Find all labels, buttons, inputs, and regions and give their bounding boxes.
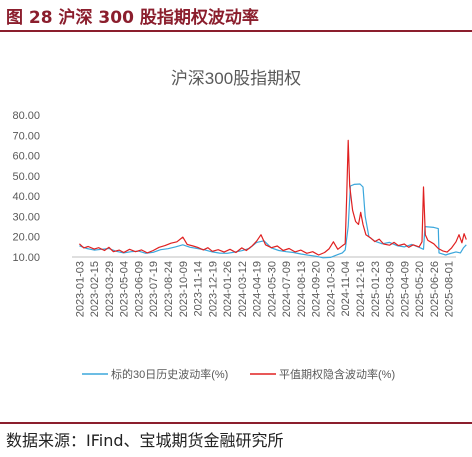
y-tick-label: 70.00 — [12, 130, 40, 142]
x-tick-label: 2025-06-26 — [429, 261, 441, 317]
source-divider — [0, 422, 472, 424]
x-tick-label: 2024-04-19 — [252, 261, 264, 317]
x-tick-label: 2024-05-30 — [266, 261, 278, 317]
x-tick-label: 2023-02-15 — [89, 261, 101, 317]
x-tick-label: 2023-12-19 — [207, 261, 219, 317]
series-line-hv — [79, 183, 467, 259]
legend: 标的30日历史波动率(%) 平值期权隐含波动率(%) — [82, 367, 395, 381]
volatility-chart: 沪深300股指期权 10.00 20.00 30.00 40.00 50.00 60.00… — [12, 69, 467, 381]
figure-title: 图 28 沪深 300 股指期权波动率 — [6, 8, 259, 28]
x-axis-ticks: 2023-01-03 2023-02-15 2023-03-29 2023-05-04… — [74, 261, 455, 317]
x-tick-label: 2023-07-19 — [148, 261, 160, 317]
x-tick-label: 2025-04-09 — [399, 261, 411, 317]
y-tick-label: 60.00 — [12, 151, 40, 163]
x-tick-label: 2025-01-23 — [370, 261, 382, 317]
source-note: 数据来源：IFind、宝城期货金融研究所 — [6, 431, 284, 450]
title-divider — [0, 30, 472, 32]
legend-label-hv: 标的30日历史波动率(%) — [111, 367, 228, 381]
x-tick-label: 2023-05-04 — [119, 261, 131, 317]
x-tick-label: 2023-06-09 — [133, 261, 145, 317]
x-tick-label: 2023-11-14 — [193, 261, 205, 316]
chart-container: 沪深300股指期权 10.00 20.00 30.00 40.00 50.00 60.00… — [4, 44, 468, 396]
y-tick-label: 10.00 — [12, 252, 40, 264]
x-tick-label: 2025-08-01 — [444, 261, 456, 317]
x-tick-label: 2024-12-16 — [355, 261, 367, 317]
y-tick-label: 30.00 — [12, 211, 40, 223]
x-tick-label: 2025-05-20 — [414, 261, 426, 317]
y-tick-label: 80.00 — [12, 110, 40, 122]
x-tick-label: 2024-10-30 — [325, 261, 337, 317]
y-axis-ticks: 10.00 20.00 30.00 40.00 50.00 60.00 70.00 80.00 — [12, 110, 40, 264]
y-tick-label: 40.00 — [12, 191, 40, 203]
chart-title: 沪深300股指期权 — [171, 69, 301, 88]
x-tick-label: 2023-08-24 — [163, 261, 175, 317]
x-tick-label: 2025-03-09 — [385, 261, 397, 317]
x-tick-label: 2023-01-03 — [74, 261, 86, 317]
legend-label-iv: 平值期权隐含波动率(%) — [279, 367, 395, 381]
x-tick-label: 2024-03-12 — [237, 261, 249, 317]
plot-area — [78, 139, 467, 259]
y-tick-label: 20.00 — [12, 232, 40, 244]
x-tick-label: 2023-03-29 — [104, 261, 116, 317]
x-tick-label: 2024-11-04 — [340, 261, 352, 316]
series-line-iv — [78, 139, 467, 256]
x-tick-label: 2024-08-13 — [296, 261, 308, 317]
y-tick-label: 50.00 — [12, 171, 40, 183]
x-tick-label: 2024-07-09 — [281, 261, 293, 317]
x-tick-label: 2024-01-26 — [222, 261, 234, 317]
x-tick-label: 2024-09-20 — [311, 261, 323, 317]
x-tick-label: 2023-10-09 — [178, 261, 190, 317]
